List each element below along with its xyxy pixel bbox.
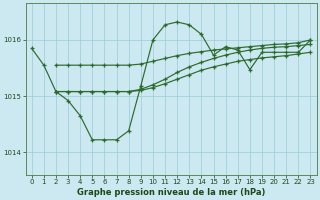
X-axis label: Graphe pression niveau de la mer (hPa): Graphe pression niveau de la mer (hPa) [77, 188, 265, 197]
